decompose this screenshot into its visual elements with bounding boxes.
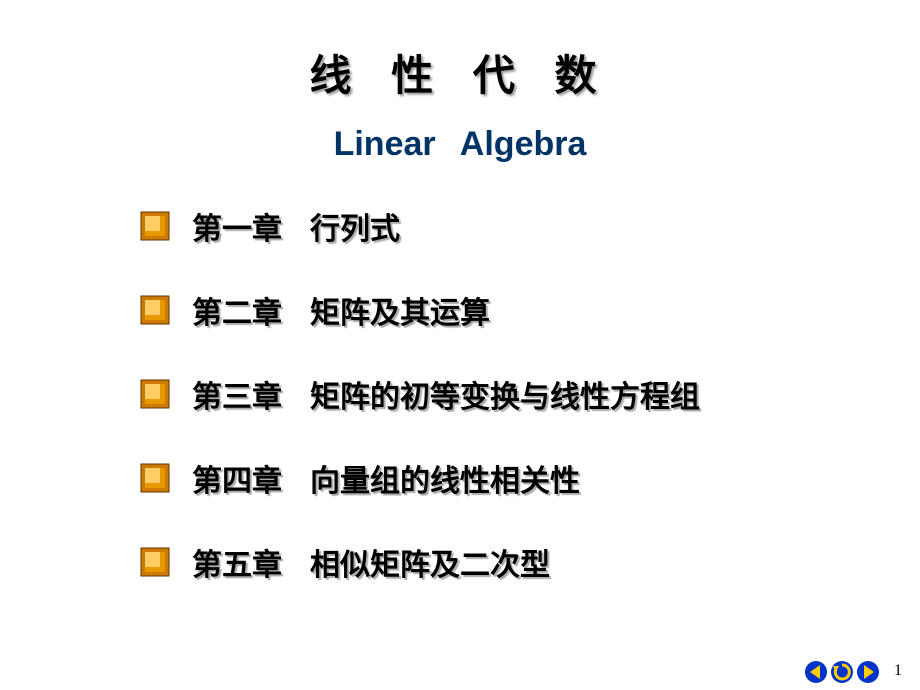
chapter-item[interactable]: 第四章 向量组的线性相关性 [140, 456, 920, 500]
chapter-prefix: 第四章 [192, 456, 282, 500]
bullet-icon [140, 463, 170, 493]
next-button[interactable] [856, 660, 880, 684]
chapter-prefix: 第二章 [192, 288, 282, 332]
bullet-icon [140, 379, 170, 409]
chapter-item[interactable]: 第二章 矩阵及其运算 [140, 288, 920, 332]
page-number: 1 [894, 662, 902, 680]
chapter-item[interactable]: 第一章 行列式 [140, 204, 920, 248]
chapter-title: 向量组的线性相关性 [310, 456, 580, 500]
replay-button[interactable] [830, 660, 854, 684]
chapter-title: 矩阵及其运算 [310, 288, 490, 332]
prev-button[interactable] [804, 660, 828, 684]
chapter-title: 相似矩阵及二次型 [310, 540, 550, 584]
chapter-title: 矩阵的初等变换与线性方程组 [310, 372, 700, 416]
chapter-prefix: 第三章 [192, 372, 282, 416]
bullet-icon [140, 295, 170, 325]
chapter-prefix: 第五章 [192, 540, 282, 584]
slide: 线 性 代 数 Linear Algebra 第一章 行列式 第二章 矩阵及其运… [0, 0, 920, 690]
chapter-title: 行列式 [310, 204, 400, 248]
title-english: Linear Algebra [0, 125, 920, 164]
chapter-prefix: 第一章 [192, 204, 282, 248]
bullet-icon [140, 547, 170, 577]
chapter-item[interactable]: 第五章 相似矩阵及二次型 [140, 540, 920, 584]
next-icon [856, 660, 880, 684]
nav-buttons [804, 660, 880, 684]
chapter-item[interactable]: 第三章 矩阵的初等变换与线性方程组 [140, 372, 920, 416]
chapter-list: 第一章 行列式 第二章 矩阵及其运算 第三章 矩阵的初等变换与线性方程组 [0, 204, 920, 584]
prev-icon [804, 660, 828, 684]
bullet-icon [140, 211, 170, 241]
title-chinese: 线 性 代 数 [0, 42, 920, 103]
replay-icon [830, 660, 854, 684]
